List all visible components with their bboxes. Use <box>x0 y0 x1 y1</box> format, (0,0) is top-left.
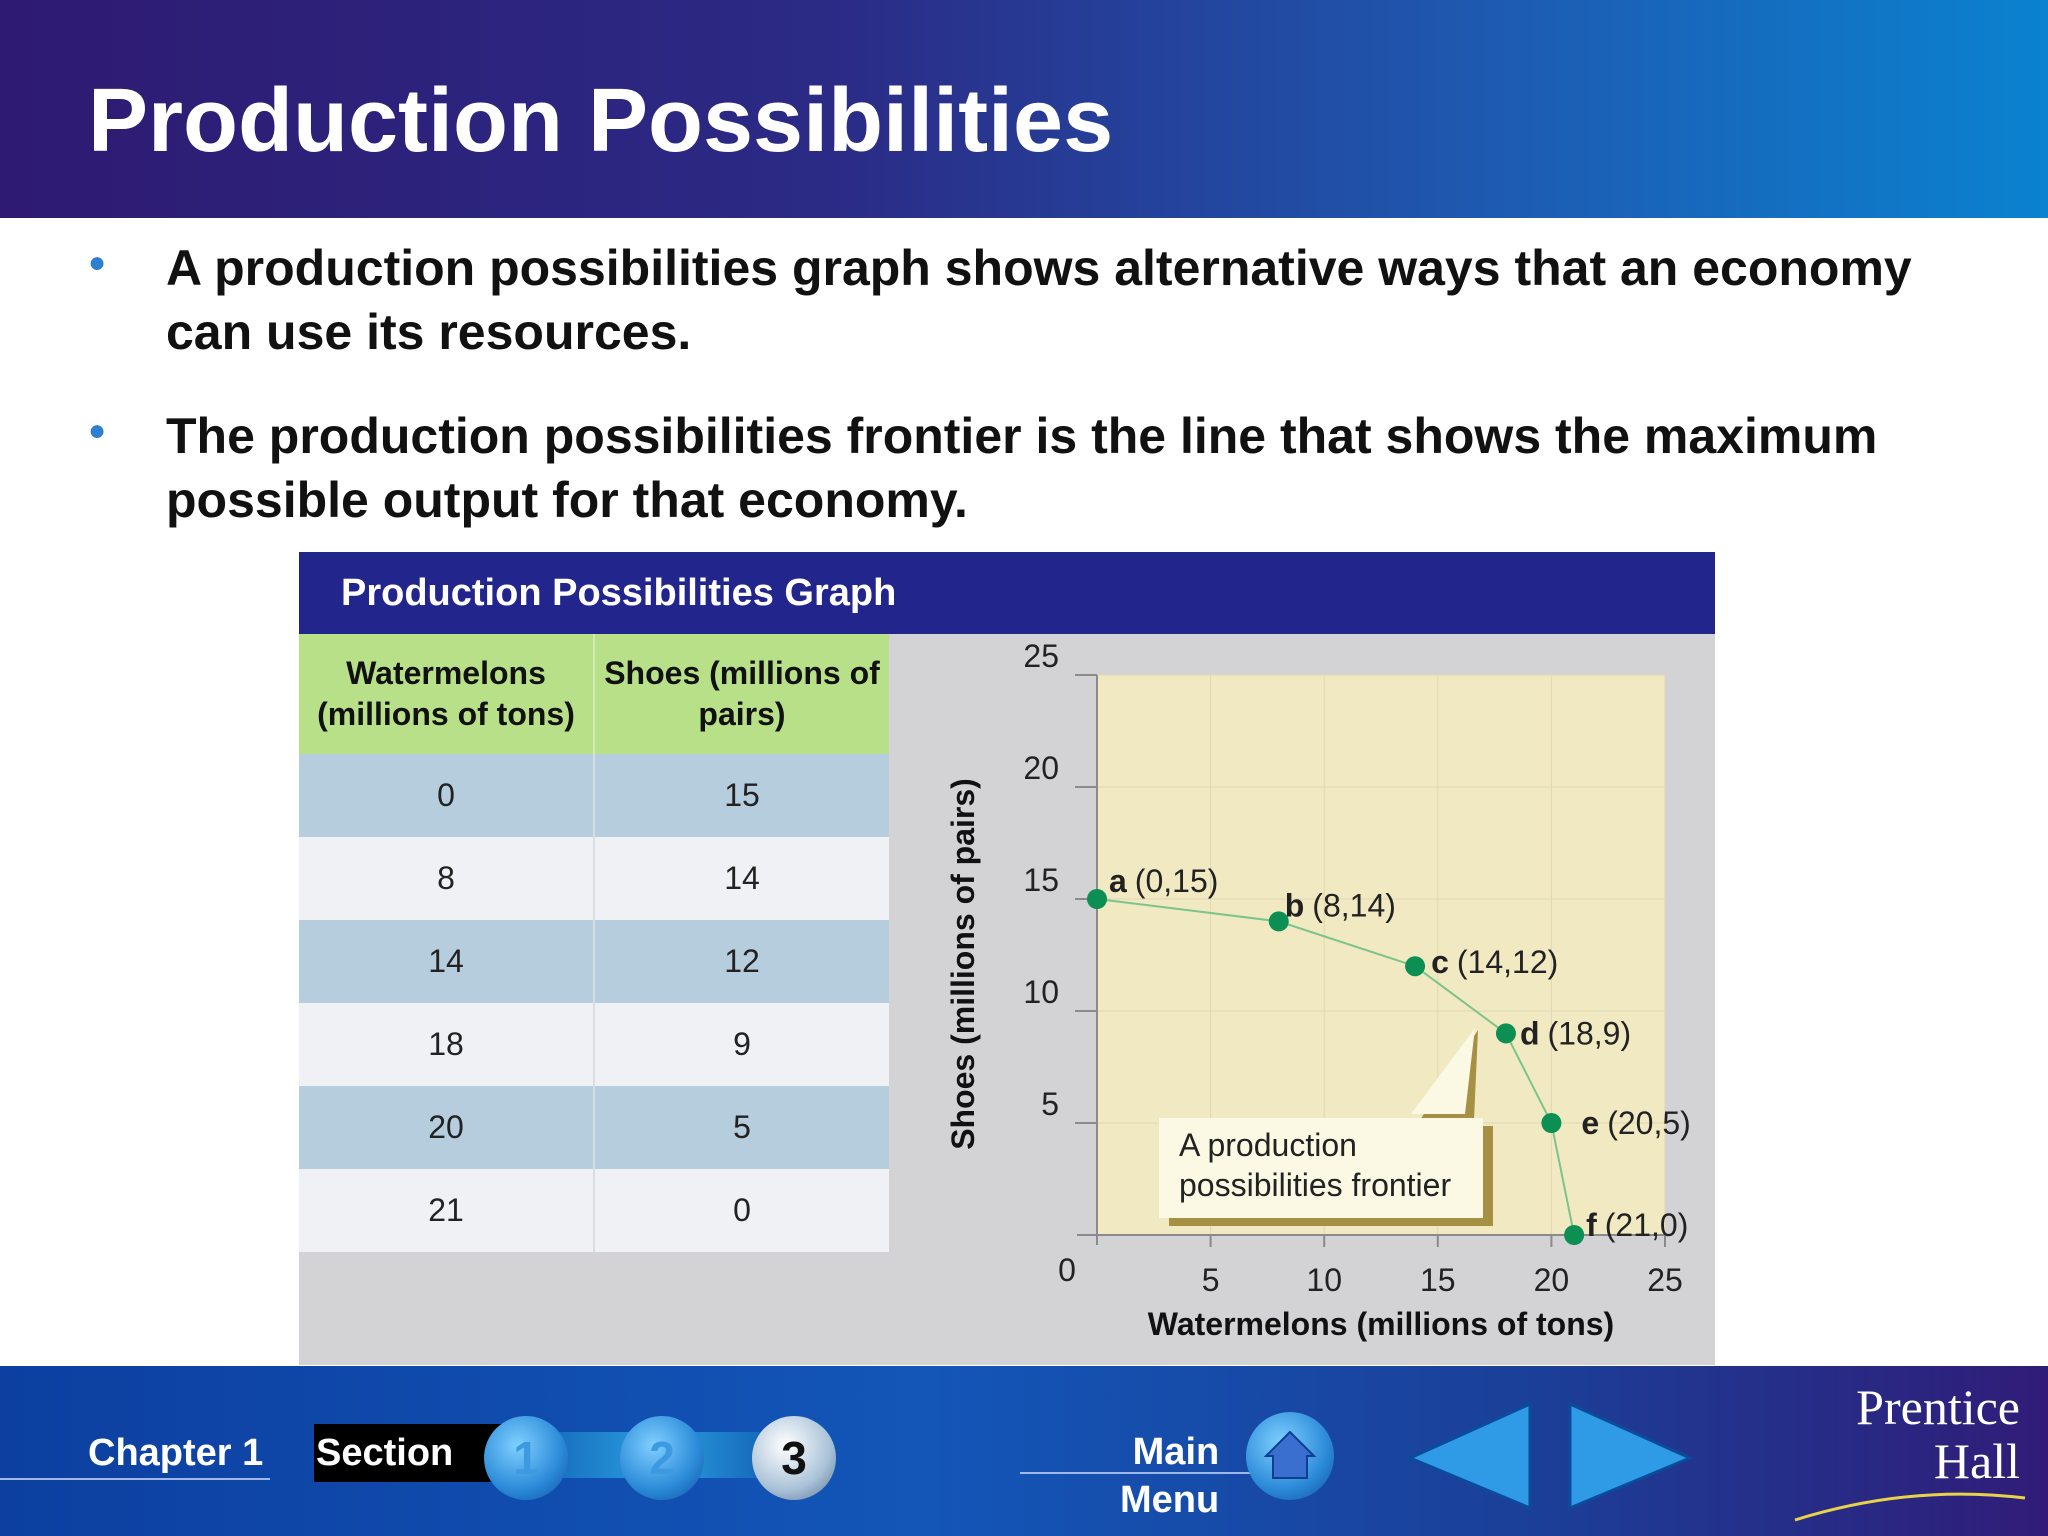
section-2-button[interactable]: 2 <box>620 1416 704 1500</box>
cell-watermelons: 8 <box>299 837 595 920</box>
table-header-watermelons: Watermelons (millions of tons) <box>299 634 595 754</box>
publisher-logo: Prentice Hall <box>1820 1380 2020 1488</box>
point-letter: e <box>1581 1105 1599 1141</box>
data-point-label: f (21,0) <box>1586 1207 1688 1243</box>
main-menu-line-1: Main <box>1132 1431 1220 1473</box>
data-point-c <box>1405 956 1426 977</box>
point-coord: (14,12) <box>1457 944 1558 980</box>
x-tick-label: 25 <box>1647 1262 1683 1298</box>
section-1-button[interactable]: 1 <box>484 1416 568 1500</box>
table-header-shoes: Shoes (millions of pairs) <box>604 655 880 732</box>
point-letter: b <box>1285 887 1305 923</box>
y-tick-label: 5 <box>1041 1086 1059 1122</box>
origin-label: 0 <box>1058 1252 1076 1288</box>
point-coord: (20,5) <box>1607 1105 1691 1141</box>
panel-title-bar: Production Possibilities Graph <box>299 552 1715 634</box>
x-tick-label: 10 <box>1306 1262 1342 1298</box>
callout-line-1: A production <box>1179 1127 1357 1163</box>
table-row: 8 14 <box>299 837 889 920</box>
cell-shoes: 14 <box>724 860 760 896</box>
brand-line-1: Prentice <box>1856 1379 2020 1435</box>
cell-watermelons: 18 <box>299 1003 595 1086</box>
frontier-line <box>1096 898 1576 1236</box>
point-letter: d <box>1520 1015 1540 1051</box>
home-icon <box>1263 1430 1317 1479</box>
logo-swoosh <box>1794 1492 2026 1522</box>
data-point-b <box>1268 911 1289 932</box>
callout-text: A production possibilities frontier <box>1179 1127 1451 1203</box>
table-row: 21 0 <box>299 1169 889 1252</box>
point-coord: (21,0) <box>1605 1207 1689 1243</box>
table-row: 0 15 <box>299 754 889 837</box>
data-point-label: e (20,5) <box>1581 1105 1690 1141</box>
data-point-label: b (8,14) <box>1285 887 1396 923</box>
data-point-a <box>1087 889 1107 909</box>
previous-slide-button[interactable] <box>1400 1396 1540 1516</box>
x-tick-label: 15 <box>1420 1262 1456 1298</box>
table-header: Watermelons (millions of tons) Shoes (mi… <box>299 634 889 754</box>
graph-panel: Production Possibilities Graph Watermelo… <box>299 552 1715 1365</box>
cell-watermelons: 14 <box>299 920 595 1003</box>
footer-nav-bar: Chapter 1 Section 1 2 3 Main Menu Prenti… <box>0 1366 2048 1536</box>
panel-title: Production Possibilities Graph <box>341 572 897 614</box>
point-coord: (0,15) <box>1135 863 1219 899</box>
point-letter: c <box>1431 944 1449 980</box>
x-tick-label: 5 <box>1202 1262 1220 1298</box>
data-point-label: a (0,15) <box>1109 863 1218 899</box>
cell-watermelons: 20 <box>299 1086 595 1169</box>
cell-shoes: 9 <box>733 1026 751 1062</box>
x-axis-label: Watermelons (millions of tons) <box>1148 1306 1614 1342</box>
home-button[interactable] <box>1246 1412 1334 1500</box>
table-row: 20 5 <box>299 1086 889 1169</box>
bullet-text: The production possibilities frontier is… <box>166 408 1878 528</box>
bullet-dot-icon: ● <box>88 246 107 279</box>
point-letter: f <box>1586 1207 1597 1243</box>
cell-watermelons: 0 <box>299 754 595 837</box>
data-point-label: d (18,9) <box>1520 1015 1631 1051</box>
cell-shoes: 12 <box>724 943 760 979</box>
cell-shoes: 0 <box>733 1192 751 1228</box>
main-menu-line-2: Menu <box>1120 1479 1220 1521</box>
data-point-d <box>1495 1023 1516 1044</box>
main-menu-underline <box>1020 1472 1250 1474</box>
slide-header: Production Possibilities <box>0 0 2048 218</box>
callout-box <box>1159 1118 1483 1218</box>
chapter-underline <box>0 1478 270 1480</box>
chapter-label: Chapter 1 <box>88 1432 264 1474</box>
production-possibilities-chart: 5 10 15 20 25 5 10 15 20 25 0 Watermelons (millions… <box>945 638 1691 1342</box>
data-point-e <box>1541 1113 1562 1133</box>
bullet-item: ● The production possibilities frontier … <box>82 404 1982 532</box>
next-slide-button[interactable] <box>1560 1396 1700 1516</box>
point-letter: a <box>1109 863 1127 899</box>
brand-line-2: Hall <box>1933 1433 2020 1489</box>
bullet-item: ● A production possibilities graph shows… <box>82 236 1982 364</box>
data-point-label: c (14,12) <box>1431 944 1558 980</box>
data-table: Watermelons (millions of tons) Shoes (mi… <box>299 634 889 1252</box>
point-coord: (18,9) <box>1548 1015 1632 1051</box>
point-coord: (8,14) <box>1312 887 1396 923</box>
y-tick-label: 10 <box>1023 974 1059 1010</box>
y-tick-label: 25 <box>1023 638 1059 674</box>
bullet-list: ● A production possibilities graph shows… <box>82 236 1982 572</box>
y-tick-label: 15 <box>1023 862 1059 898</box>
table-row: 14 12 <box>299 920 889 1003</box>
cell-shoes: 5 <box>733 1109 751 1145</box>
x-tick-label: 20 <box>1534 1262 1570 1298</box>
arrow-left-icon <box>1406 1401 1532 1511</box>
slide-title: Production Possibilities <box>88 71 1114 171</box>
callout-line-2: possibilities frontier <box>1179 1167 1451 1203</box>
bullet-text: A production possibilities graph shows a… <box>166 240 1912 360</box>
table-row: 18 9 <box>299 1003 889 1086</box>
callout-pointer <box>1411 1028 1475 1114</box>
section-label: Section <box>314 1424 514 1482</box>
y-axis-label: Shoes (millions of pairs) <box>945 778 981 1150</box>
bullet-dot-icon: ● <box>88 414 107 447</box>
arrow-right-icon <box>1568 1401 1694 1511</box>
cell-watermelons: 21 <box>299 1169 595 1252</box>
y-tick-label: 20 <box>1023 750 1059 786</box>
main-menu-link[interactable]: Main Menu <box>1120 1428 1219 1524</box>
cell-shoes: 15 <box>724 777 760 813</box>
data-point-f <box>1564 1225 1585 1245</box>
section-3-button[interactable]: 3 <box>752 1416 836 1500</box>
